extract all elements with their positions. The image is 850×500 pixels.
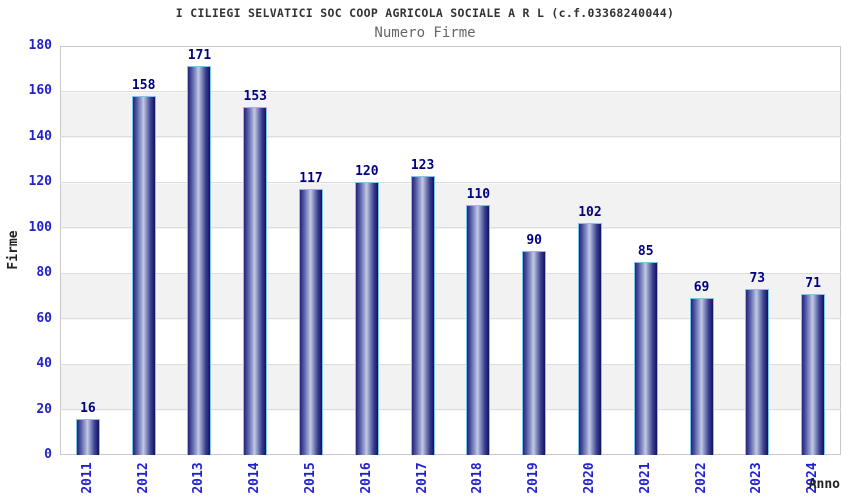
bar-value-label: 153 xyxy=(243,89,267,105)
bar-value-label: 69 xyxy=(693,280,710,296)
bar-2015 xyxy=(299,189,324,455)
bar-value-label: 171 xyxy=(187,48,212,64)
x-tick-label: 2014 xyxy=(247,462,263,494)
plot-area xyxy=(60,46,841,455)
y-tick-label: 100 xyxy=(28,219,52,235)
y-tick-label: 80 xyxy=(36,265,52,281)
x-tick-label: 2019 xyxy=(526,462,542,494)
x-tick-label: 2012 xyxy=(135,462,151,494)
x-tick-label: 2013 xyxy=(191,462,207,494)
bar-value-label: 73 xyxy=(749,271,766,287)
bar-2019 xyxy=(522,250,547,455)
bar-2024 xyxy=(801,293,826,455)
gridline xyxy=(60,272,841,274)
x-tick-label: 2016 xyxy=(358,462,374,494)
bar-value-label: 110 xyxy=(466,187,491,203)
bar-2011 xyxy=(75,418,100,455)
gridline xyxy=(60,90,841,92)
y-tick-label: 0 xyxy=(44,447,52,462)
chart-title: I CILIEGI SELVATICI SOC COOP AGRICOLA SO… xyxy=(175,6,675,20)
bar-2013 xyxy=(187,66,212,455)
y-tick-label: 160 xyxy=(28,83,52,99)
x-tick-label: 2021 xyxy=(637,462,653,494)
y-tick-label: 40 xyxy=(36,356,52,372)
bar-2020 xyxy=(577,223,602,455)
x-tick-label: 2022 xyxy=(693,462,709,494)
bar-value-label: 158 xyxy=(131,77,156,93)
bar-2018 xyxy=(466,205,491,455)
bar-value-label: 90 xyxy=(526,232,542,248)
x-tick-label: 2017 xyxy=(414,462,430,494)
bar-value-label: 85 xyxy=(637,243,654,259)
x-tick-label: 2020 xyxy=(581,462,597,494)
bar-2016 xyxy=(354,182,379,455)
x-tick-label: 2011 xyxy=(79,462,95,494)
bar-value-label: 71 xyxy=(805,275,821,291)
bar-2017 xyxy=(410,175,435,455)
gridline xyxy=(60,227,841,229)
bar-2023 xyxy=(745,289,770,455)
y-axis-label: Firme xyxy=(6,230,21,270)
y-tick-label: 20 xyxy=(36,401,52,417)
gridline xyxy=(60,318,841,320)
bar-value-label: 102 xyxy=(578,205,602,221)
chart-subtitle: Numero Firme xyxy=(374,25,476,41)
bar-2022 xyxy=(689,298,714,455)
bar-value-label: 123 xyxy=(410,157,435,173)
y-tick-label: 180 xyxy=(28,38,52,53)
bar-value-label: 117 xyxy=(299,171,323,187)
y-tick-label: 120 xyxy=(28,174,52,190)
y-tick-label: 60 xyxy=(36,310,52,326)
x-tick-label: 2018 xyxy=(470,462,486,494)
gridline xyxy=(60,363,841,365)
bar-value-label: 16 xyxy=(80,400,96,416)
x-tick-label: 2015 xyxy=(303,462,319,494)
bar-2012 xyxy=(131,95,156,455)
gridline xyxy=(60,136,841,138)
bar-value-label: 120 xyxy=(355,164,379,180)
gridline xyxy=(60,409,841,411)
bar-2021 xyxy=(633,261,658,455)
y-tick-label: 140 xyxy=(28,128,52,144)
x-axis-label: Anno xyxy=(808,477,840,492)
gridline xyxy=(60,181,841,183)
bar-2014 xyxy=(243,107,268,455)
x-tick-label: 2023 xyxy=(749,462,765,494)
